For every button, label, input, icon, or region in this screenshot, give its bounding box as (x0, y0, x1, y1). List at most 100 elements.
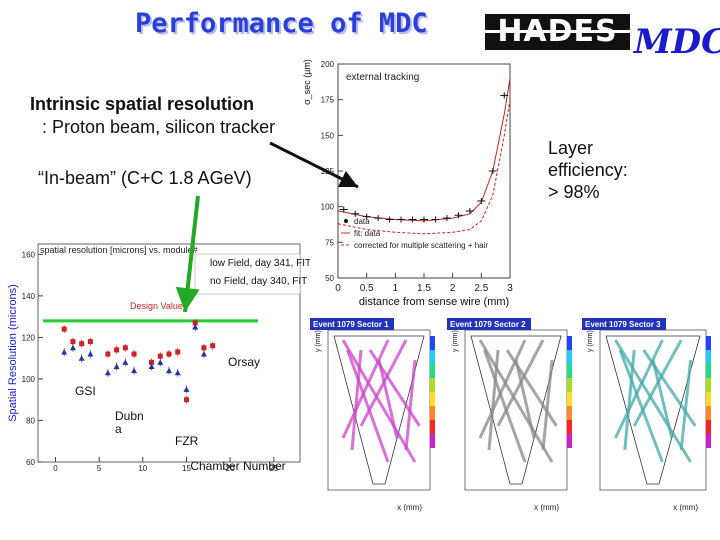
track-line (478, 339, 527, 439)
data-point (87, 339, 93, 345)
color-scale-cell (430, 350, 435, 364)
legend-entry: corrected for multiple scattering + hair (354, 241, 488, 250)
event-yaxis: y (mm) (315, 330, 322, 352)
x-tick-label: 1 (393, 283, 399, 294)
y-tick-label: 200 (321, 60, 335, 69)
track-line (541, 359, 554, 451)
data-point (61, 326, 67, 332)
data-point (114, 347, 120, 353)
event-panel-1: Event 1079 Sector 1 x (mm) y (mm) (310, 318, 435, 512)
track-line (404, 359, 417, 451)
y-tick-label: 50 (325, 274, 334, 283)
color-scale-cell (706, 406, 711, 420)
color-scale-cell (706, 434, 711, 448)
legend-entry: data (354, 217, 370, 226)
color-scale-cell (567, 350, 572, 364)
x-tick-label: 25 (269, 464, 278, 473)
data-point (70, 339, 76, 345)
sector-outline (605, 335, 701, 485)
data-point (175, 349, 181, 355)
y-tick-label: 80 (26, 416, 35, 425)
data-point (210, 343, 216, 349)
distance-plot: external tracking 50 75 100 125 150 175 200 0 0.5… (302, 59, 513, 308)
event-xaxis: x (mm) (534, 503, 559, 512)
data-point (104, 369, 111, 376)
color-scale-cell (706, 350, 711, 364)
intro-bold: Intrinsic spatial resolution (30, 94, 255, 114)
data-point (122, 345, 128, 351)
intro-line-1: Intrinsic spatial resolution (30, 94, 254, 115)
y-axis-label: Spatial Resolution (microns) (7, 284, 19, 422)
data-point (166, 351, 172, 357)
data-point (166, 367, 172, 374)
x-tick-label: 2 (450, 283, 456, 294)
x-tick-label: 0 (53, 464, 58, 473)
track-line (350, 349, 363, 451)
layer-efficiency-text: Layer efficiency: > 98% (548, 138, 628, 202)
y-tick-label: 175 (321, 96, 335, 105)
event-frame (327, 329, 431, 491)
track-line (487, 349, 500, 451)
event-yaxis: y (mm) (452, 330, 459, 352)
data-point (192, 324, 199, 330)
event-yaxis: y (mm) (587, 330, 594, 352)
color-scale-cell (567, 406, 572, 420)
event-frame (464, 329, 568, 491)
track-line (651, 359, 674, 439)
color-scale-cell (567, 434, 572, 448)
color-scale-cell (430, 336, 435, 350)
x-tick-label: 2.5 (474, 283, 488, 294)
legend-entry: no Field, day 340, FIT (210, 276, 307, 287)
data-point (149, 359, 155, 365)
x-axis-label: distance from sense wire (mm) (359, 296, 509, 308)
x-tick-label: 0.5 (360, 283, 374, 294)
event-title-bg (310, 318, 394, 330)
track-line (341, 339, 417, 463)
y-tick-label: 160 (22, 250, 36, 259)
data-point (79, 341, 85, 347)
x-tick-label: 15 (182, 464, 191, 473)
color-scale-cell (706, 378, 711, 392)
plot-title: spatial resolution [microns] vs. module# (40, 245, 198, 255)
color-scale-cell (567, 364, 572, 378)
inbeam-text: “In-beam” (C+C 1.8 AGeV) (38, 168, 252, 188)
data-point (157, 353, 163, 359)
y-tick-label: 100 (321, 203, 335, 212)
event-title: Event 1079 Sector 1 (313, 320, 389, 329)
data-point (183, 386, 190, 392)
data-point (131, 351, 137, 357)
data-point (87, 351, 94, 357)
color-scale-cell (567, 420, 572, 434)
x-tick-label: 3 (507, 283, 513, 294)
track-line (368, 349, 421, 427)
legend-entry: fit: data (354, 229, 381, 238)
y-axis-label: σ_sec (µm) (302, 59, 312, 105)
group-label-2: GSI (75, 384, 96, 398)
data-point (69, 344, 76, 351)
y-tick-label: 120 (22, 333, 36, 342)
y-tick-label: 60 (26, 458, 35, 467)
track-line (618, 349, 664, 463)
plot-title: external tracking (346, 72, 419, 83)
y-tick-label: 125 (321, 167, 335, 176)
track-line (679, 359, 693, 451)
data-point (157, 359, 164, 365)
track-line (505, 349, 558, 427)
track-line (478, 339, 554, 463)
resolution-plot: spatial resolution [microns] vs. module#… (7, 243, 310, 473)
track-line (346, 349, 390, 463)
x-tick-label: 10 (138, 464, 147, 473)
track-line (483, 349, 527, 463)
data-point (105, 351, 111, 357)
data-point (148, 363, 155, 369)
page-title: Performance of MDC (135, 8, 428, 39)
data-point (78, 355, 85, 361)
event-title-bg (447, 318, 531, 330)
data-point (122, 359, 129, 365)
x-axis-label: Chamber Number (190, 459, 285, 473)
group-label-1: Orsay (228, 355, 260, 369)
x-tick-label: 20 (226, 464, 235, 473)
color-scale-cell (430, 406, 435, 420)
x-tick-label: 5 (97, 464, 102, 473)
event-title-bg (582, 318, 666, 330)
